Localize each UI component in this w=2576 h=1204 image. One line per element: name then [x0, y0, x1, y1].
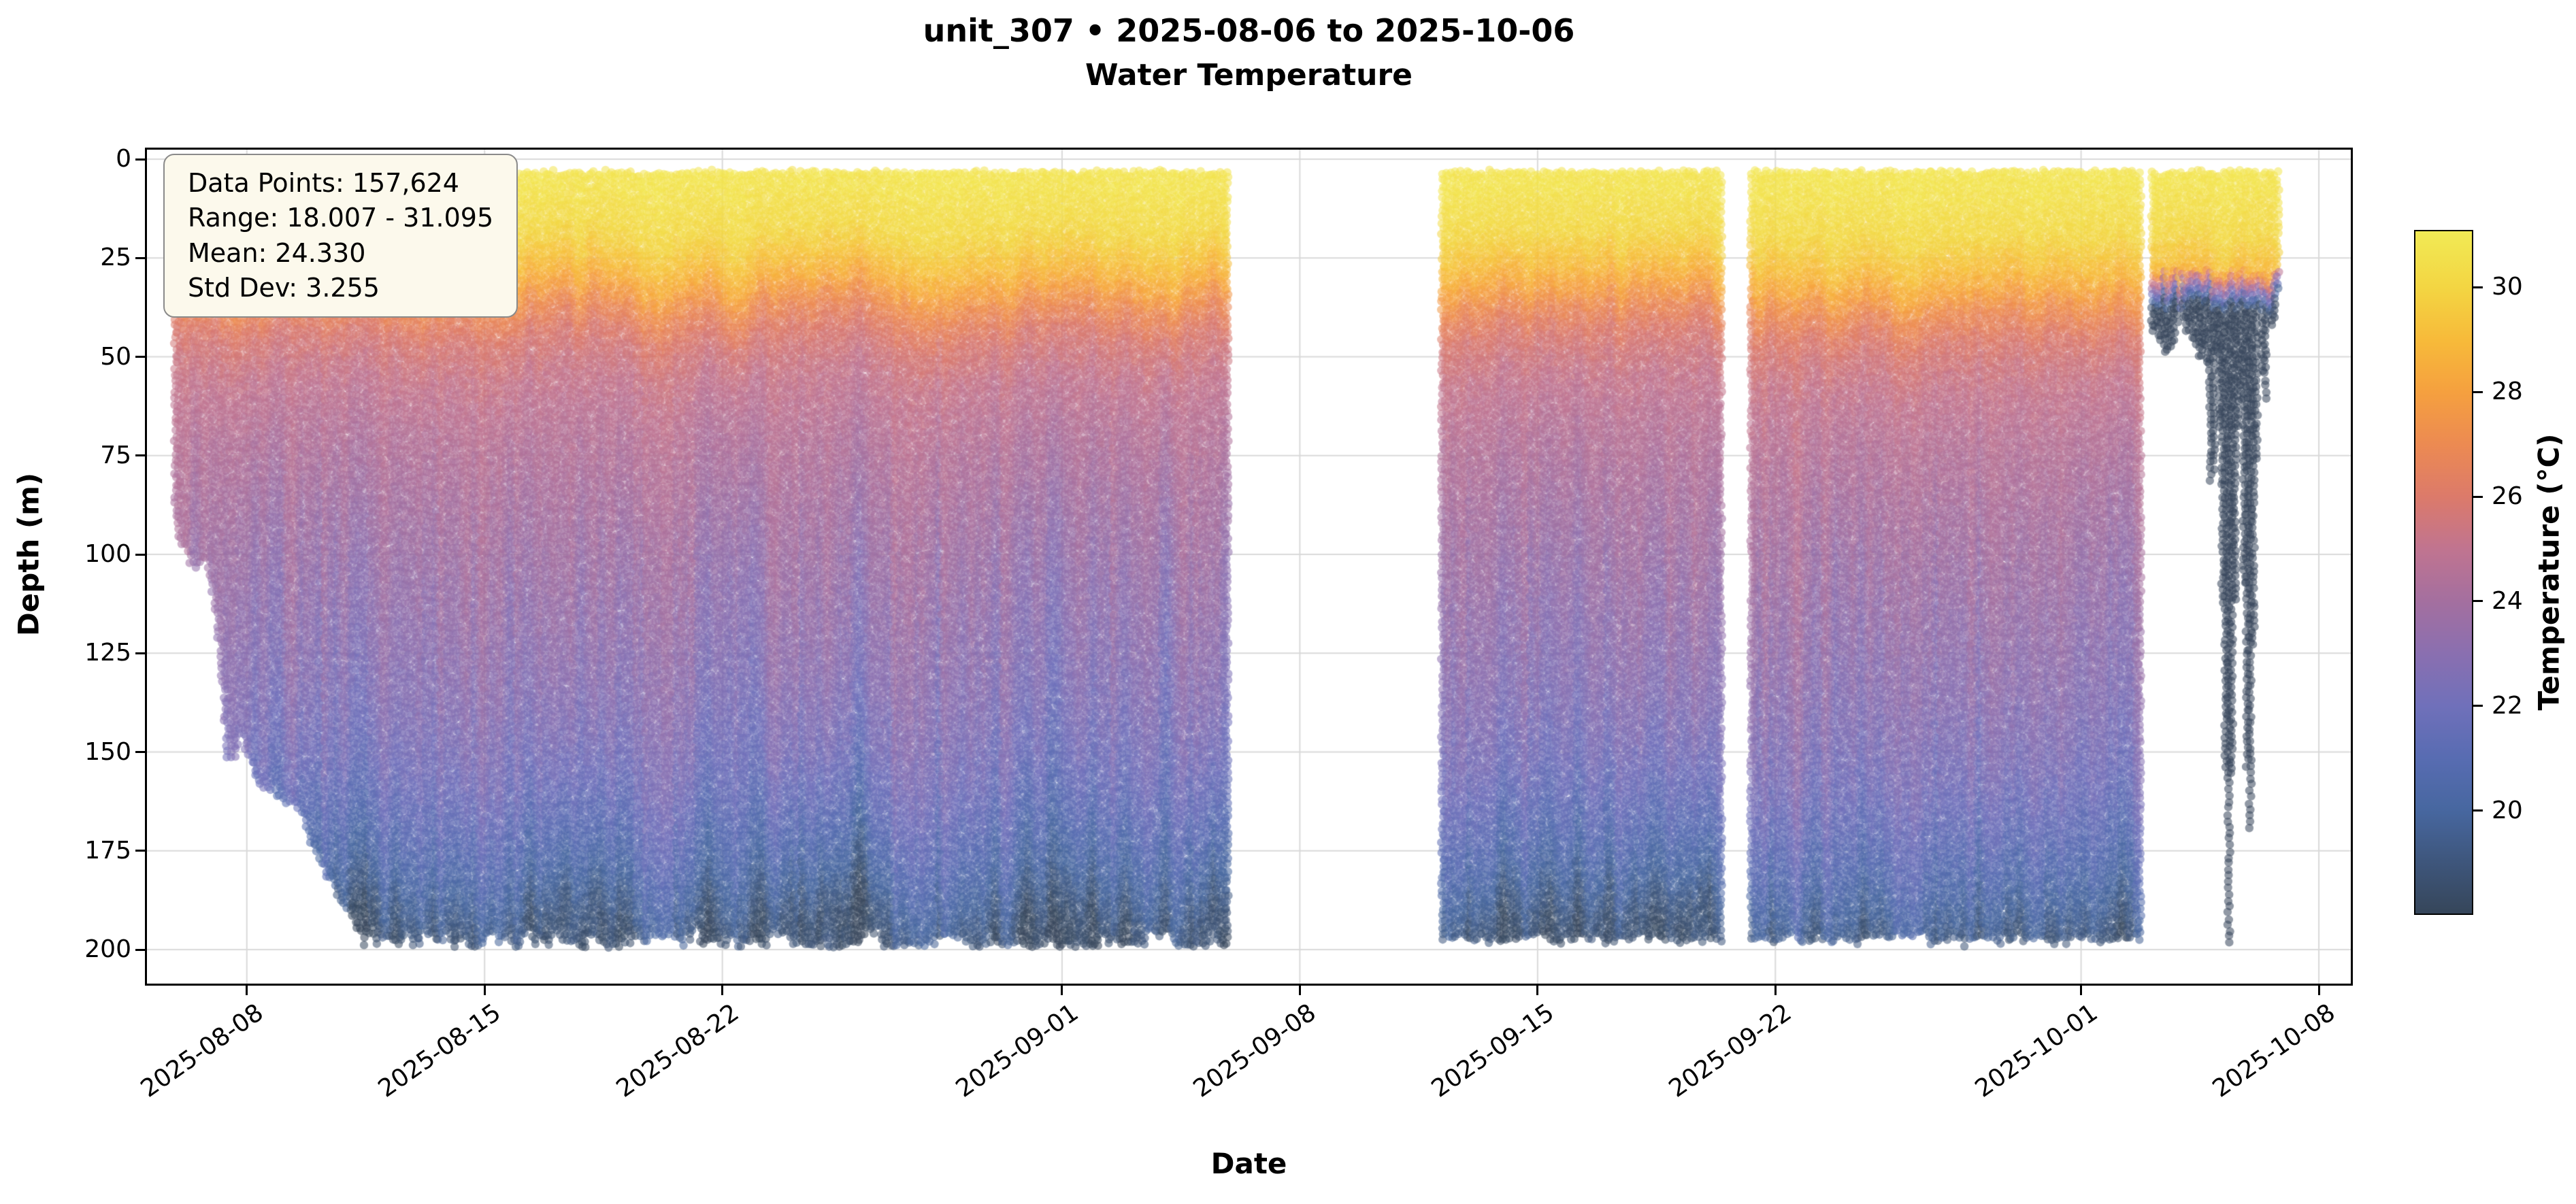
colorbar-tick-mark [2473, 495, 2483, 498]
x-tick-mark [2317, 986, 2320, 995]
colorbar-tick-label: 30 [2492, 273, 2523, 301]
y-tick-mark [135, 850, 145, 852]
x-tick-mark [2080, 986, 2083, 995]
colorbar-tick-label: 26 [2492, 482, 2523, 510]
y-tick-label: 75 [100, 441, 131, 469]
x-axis-label: Date [1210, 1147, 1287, 1180]
colorbar-label: Temperature (°C) [2532, 433, 2566, 711]
x-tick-mark [1298, 986, 1301, 995]
y-tick-mark [135, 454, 145, 457]
y-tick-label: 175 [84, 836, 131, 865]
chart-title: unit_307 • 2025-08-06 to 2025-10-06 [923, 12, 1575, 49]
colorbar-tick-mark [2473, 390, 2483, 393]
y-tick-label: 100 [84, 540, 131, 568]
colorbar-tick-label: 22 [2492, 691, 2523, 720]
y-tick-label: 200 [84, 935, 131, 963]
colorbar [2414, 230, 2473, 915]
colorbar-tick-mark [2473, 286, 2483, 288]
y-tick-mark [135, 751, 145, 753]
x-tick-mark [721, 986, 724, 995]
stats-box: Data Points: 157,624 Range: 18.007 - 31.… [163, 154, 518, 318]
y-tick-label: 150 [84, 737, 131, 766]
title-block: unit_307 • 2025-08-06 to 2025-10-06 Wate… [145, 14, 2353, 92]
y-tick-mark [135, 948, 145, 951]
y-tick-label: 25 [100, 244, 131, 272]
chart-subtitle: Water Temperature [1085, 57, 1413, 93]
stats-line-range: Range: 18.007 - 31.095 [188, 203, 494, 233]
y-tick-label: 125 [84, 639, 131, 667]
stats-line-std-dev: Std Dev: 3.255 [188, 272, 380, 303]
x-tick-mark [1061, 986, 1063, 995]
x-tick-mark [483, 986, 486, 995]
y-tick-mark [135, 158, 145, 161]
colorbar-tick-label: 24 [2492, 586, 2523, 615]
y-tick-mark [135, 652, 145, 654]
stats-line-data-points: Data Points: 157,624 [188, 168, 459, 198]
colorbar-tick-mark [2473, 600, 2483, 603]
x-tick-mark [246, 986, 248, 995]
colorbar-tick-label: 28 [2492, 378, 2523, 406]
x-tick-mark [1774, 986, 1777, 995]
x-tick-mark [1536, 986, 1539, 995]
y-tick-label: 0 [116, 145, 131, 173]
y-tick-label: 50 [100, 342, 131, 371]
colorbar-tick-label: 20 [2492, 796, 2523, 824]
y-tick-mark [135, 553, 145, 556]
y-tick-mark [135, 356, 145, 358]
stats-line-mean: Mean: 24.330 [188, 237, 366, 268]
colorbar-tick-mark [2473, 809, 2483, 812]
y-tick-mark [135, 256, 145, 259]
colorbar-tick-mark [2473, 705, 2483, 707]
